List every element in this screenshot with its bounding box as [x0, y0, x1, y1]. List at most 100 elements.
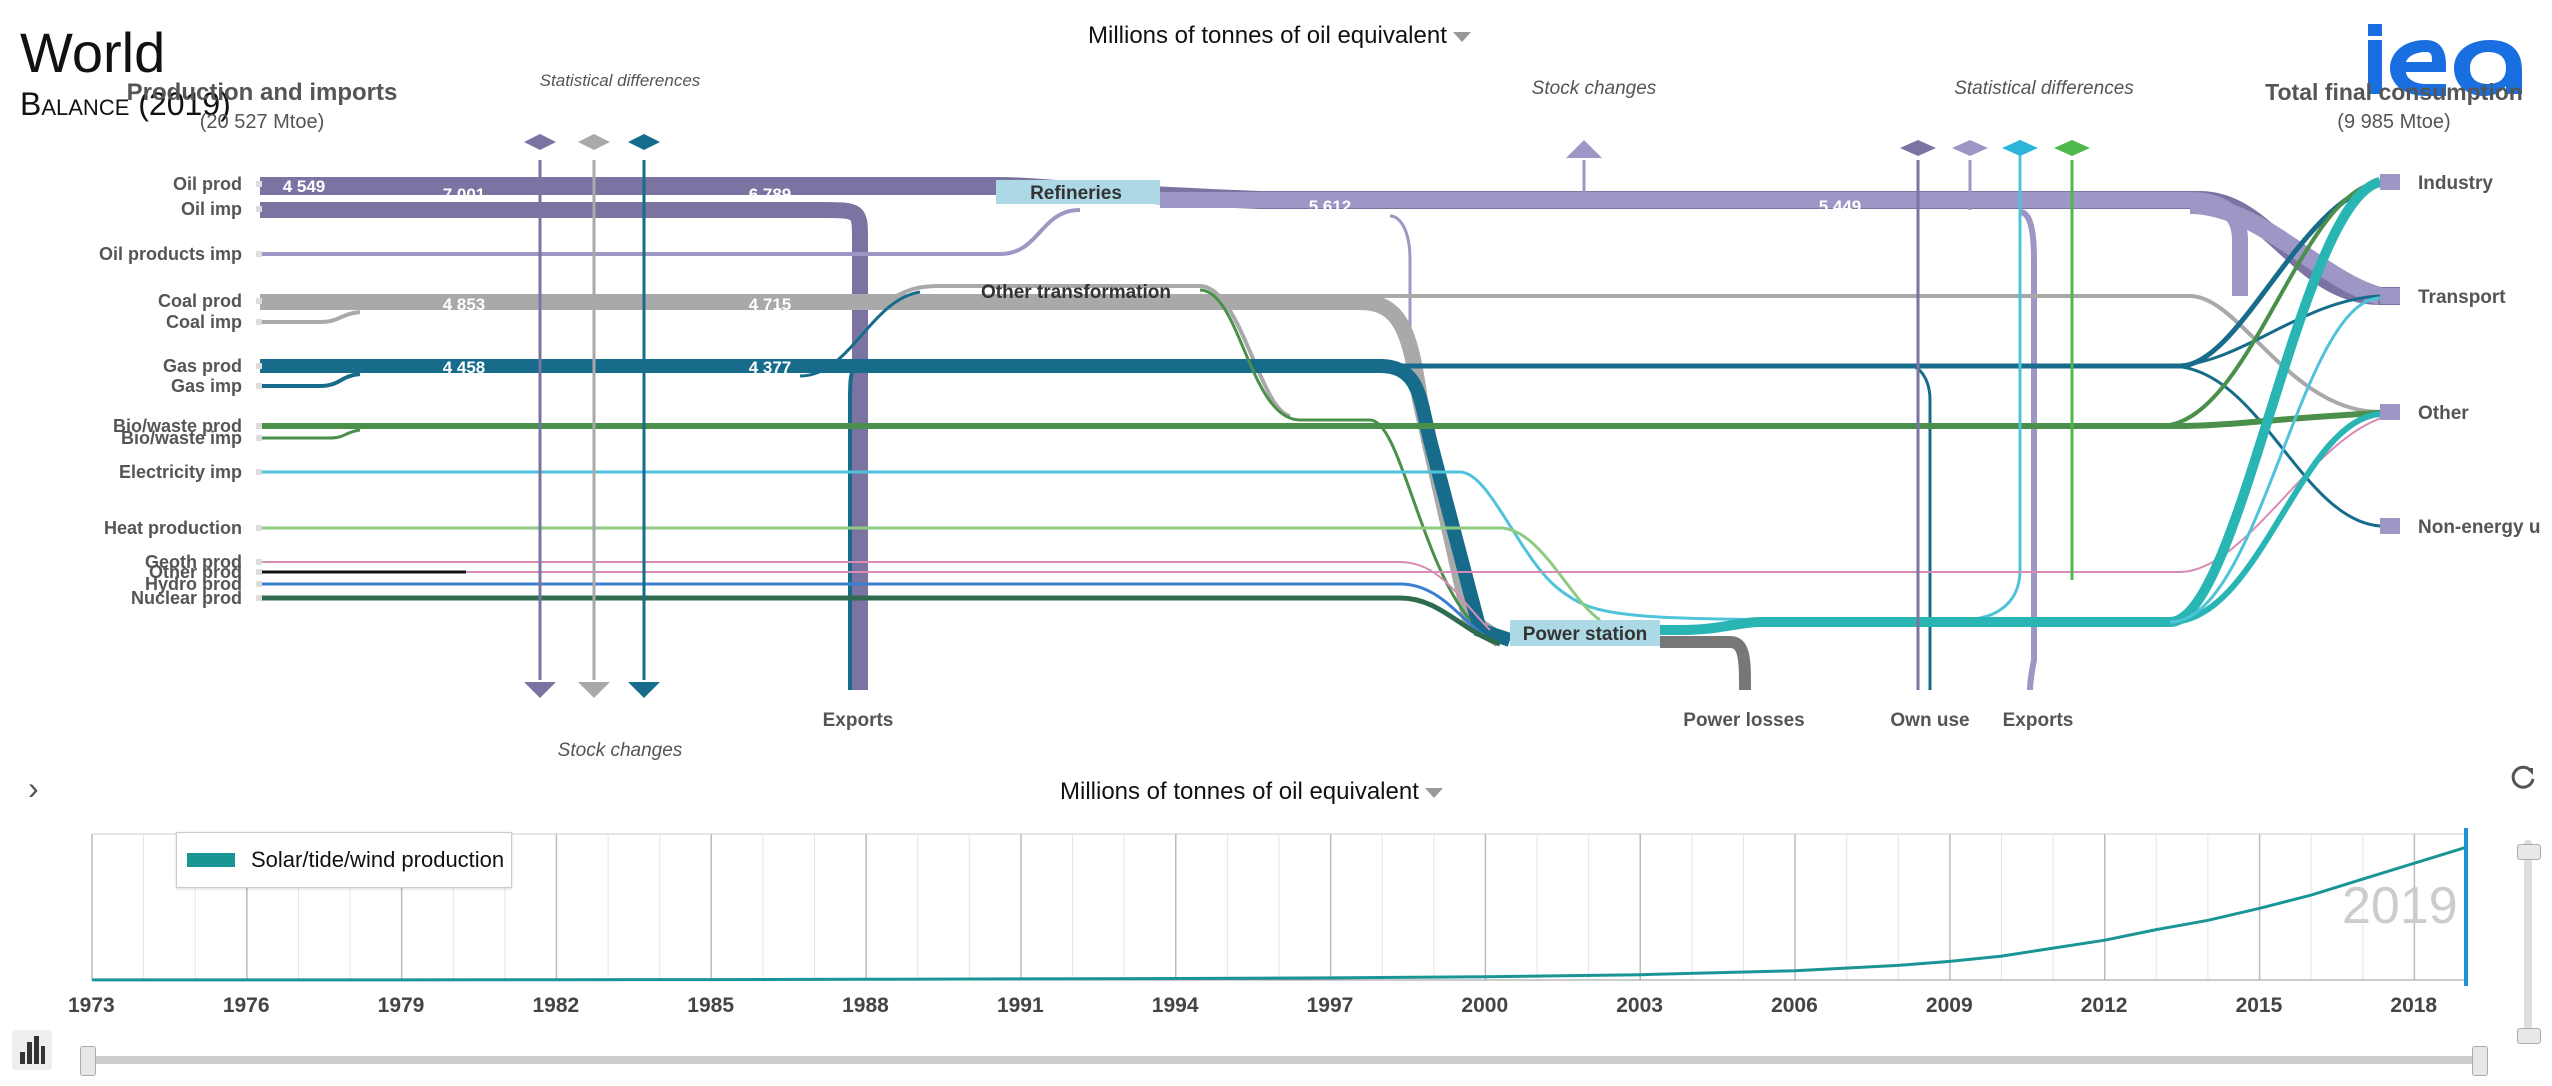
source-node[interactable] [256, 251, 262, 257]
iea-logo[interactable]: iea [2360, 10, 2536, 103]
flow-oil-transport[interactable] [2189, 196, 2383, 305]
unit-selector-bottom[interactable]: Millions of tonnes of oil equivalent [1060, 778, 1443, 806]
year-tick-label[interactable]: 2006 [1771, 994, 1818, 1017]
year-tick-label[interactable]: 2009 [1925, 994, 1973, 1017]
source-node[interactable] [256, 435, 262, 441]
flow-power-industry[interactable] [1660, 177, 2382, 635]
flow-gas-transport[interactable] [2169, 294, 2381, 368]
year-tick-label[interactable]: 2015 [2235, 994, 2283, 1017]
source-label[interactable]: Geoth prod [145, 552, 242, 572]
source-node[interactable] [256, 363, 262, 369]
diamond-icon[interactable] [2002, 140, 2038, 156]
diamond-icon[interactable] [1952, 140, 1988, 156]
flow-coal-transform[interactable] [260, 284, 1291, 418]
sink-node[interactable] [2380, 404, 2400, 420]
flow-oil-exports-right[interactable] [2019, 209, 2037, 691]
node-power-station[interactable] [1510, 620, 1660, 646]
source-node[interactable] [256, 581, 262, 587]
flow-nuclear[interactable] [260, 595, 1501, 647]
diamond-icon[interactable] [578, 134, 610, 150]
series-line-solar-tide-wind[interactable] [92, 845, 2467, 982]
source-label[interactable]: Bio/waste prod [113, 416, 242, 436]
reset-icon[interactable] [2508, 762, 2538, 792]
triangle-down-icon[interactable] [578, 682, 610, 698]
source-node[interactable] [256, 525, 262, 531]
panel-toggle-chevron-icon[interactable]: › [28, 770, 39, 806]
sink-node[interactable] [2380, 174, 2400, 190]
source-label[interactable]: Hydro prod [145, 574, 242, 594]
year-range-slider[interactable] [86, 1056, 2480, 1064]
sink-node[interactable] [2380, 518, 2400, 534]
chart-legend[interactable]: Solar/tide/wind production [176, 832, 512, 888]
flow-power-transport[interactable] [2169, 296, 2381, 624]
source-label[interactable]: Coal prod [158, 291, 242, 311]
diamond-icon[interactable] [628, 134, 660, 150]
source-label[interactable]: Electricity imp [119, 462, 242, 482]
source-label[interactable]: Gas imp [171, 376, 242, 396]
flow-oil-products-imp[interactable] [260, 208, 1081, 256]
source-node[interactable] [256, 298, 262, 304]
flow-geoth[interactable] [260, 561, 1491, 631]
sink-label[interactable]: Other [2418, 403, 2469, 424]
source-label[interactable]: Heat production [104, 518, 242, 538]
source-label[interactable]: Oil imp [181, 199, 242, 219]
year-tick-label[interactable]: 1973 [68, 994, 115, 1017]
year-tick-label[interactable]: 2000 [1461, 994, 1509, 1017]
flow-gas-ownuse[interactable] [1909, 364, 1932, 690]
flow-biowaste-imp[interactable] [260, 428, 361, 440]
flow-power-losses[interactable] [1660, 636, 1751, 691]
year-tick-label[interactable]: 1985 [687, 994, 735, 1017]
source-label[interactable]: Oil products imp [99, 244, 242, 264]
diamond-icon[interactable] [1900, 140, 1936, 156]
source-node[interactable] [256, 469, 262, 475]
year-tick-label[interactable]: 1988 [842, 994, 889, 1017]
slider-handle-start[interactable] [80, 1046, 96, 1076]
source-label[interactable]: Nuclear prod [131, 588, 242, 608]
sink-node[interactable] [2380, 288, 2400, 304]
triangle-down-icon[interactable] [628, 682, 660, 698]
flow-power-other[interactable] [2169, 411, 2381, 625]
source-node[interactable] [256, 206, 262, 212]
source-node[interactable] [256, 423, 262, 429]
triangle-down-icon[interactable] [524, 682, 556, 698]
flow-biowaste-industry[interactable] [2159, 180, 2381, 428]
source-node[interactable] [256, 559, 262, 565]
triangle-up-icon[interactable] [1566, 140, 1602, 158]
flow-gas-nonenergy[interactable] [2169, 364, 2381, 528]
year-tick-label[interactable]: 1997 [1306, 994, 1354, 1017]
sink-label[interactable]: Non-energy u [2418, 517, 2540, 538]
source-node[interactable] [256, 595, 262, 601]
source-label[interactable]: Other prod [149, 562, 242, 582]
sink-label[interactable]: Transport [2418, 287, 2506, 308]
diamond-icon[interactable] [524, 134, 556, 150]
vslider-handle-top[interactable] [2517, 844, 2541, 860]
flow-gas-imp[interactable] [260, 372, 361, 388]
source-node[interactable] [256, 181, 262, 187]
node-refineries[interactable] [996, 180, 1160, 204]
flow-electricity[interactable] [260, 140, 2022, 622]
year-tick-label[interactable]: 1982 [532, 994, 580, 1017]
flow-geoth-other[interactable] [260, 413, 2401, 573]
flow-gas-exports[interactable] [848, 364, 861, 690]
source-node[interactable] [256, 319, 262, 325]
source-label[interactable]: Coal imp [166, 312, 242, 332]
bar-chart-icon[interactable] [12, 1030, 52, 1070]
year-tick-label[interactable]: 1991 [996, 994, 1044, 1017]
flow-oil-exports[interactable] [260, 202, 868, 690]
flow-hydro[interactable] [260, 582, 1491, 642]
sink-label[interactable]: Industry [2418, 173, 2493, 194]
source-node[interactable] [256, 383, 262, 389]
source-label[interactable]: Bio/waste imp [121, 428, 242, 448]
flow-heat[interactable] [260, 526, 1601, 622]
source-label[interactable]: Gas prod [163, 356, 242, 376]
flow-coal-imp[interactable] [260, 310, 361, 324]
year-tick-label[interactable]: 2003 [1616, 994, 1663, 1017]
flow-coal-other[interactable] [1360, 294, 2400, 414]
source-label[interactable]: Oil prod [173, 174, 242, 194]
source-node[interactable] [256, 569, 262, 575]
year-tick-label[interactable]: 1994 [1151, 994, 1199, 1017]
year-tick-label[interactable]: 1976 [222, 994, 270, 1017]
vertical-zoom-slider[interactable] [2524, 840, 2532, 1040]
diamond-icon[interactable] [2054, 140, 2090, 156]
timeline-chart[interactable] [0, 820, 2552, 1020]
